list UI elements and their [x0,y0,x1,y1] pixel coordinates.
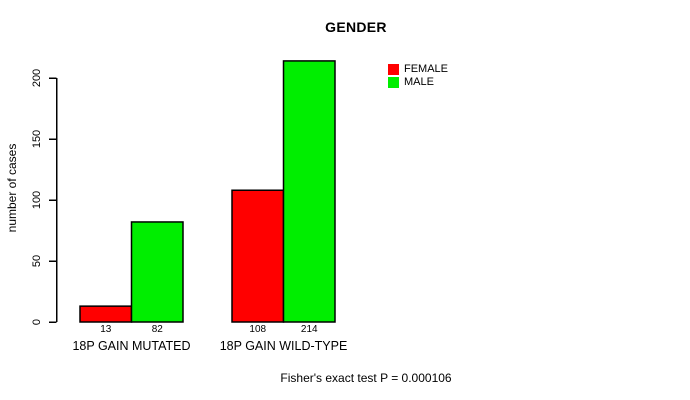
y-tick-label: 0 [31,318,43,326]
bar-value-label: 13 [100,324,112,335]
bar-male [282,60,336,323]
bar-female [79,305,133,323]
legend-swatch [388,64,399,75]
y-tick-label: 100 [31,190,43,210]
legend-item-female: FEMALE [388,63,448,76]
chart-title: GENDER [325,19,387,35]
category-label: 18P GAIN WILD-TYPE [219,339,348,353]
bar-male [130,221,184,323]
y-tick-label: 150 [31,129,43,149]
legend: FEMALE MALE [388,63,448,89]
y-tick-label: 50 [31,254,43,268]
bar-value-label: 108 [249,324,267,335]
y-axis-label: number of cases [5,143,19,233]
y-tick-label: 200 [31,68,43,88]
pvalue-annotation: Fisher's exact test P = 0.000106 [280,371,452,385]
legend-label: MALE [404,76,434,88]
legend-item-male: MALE [388,76,448,89]
legend-swatch [388,77,399,88]
bar-value-label: 82 [151,324,163,335]
legend-label: FEMALE [404,63,449,75]
bar-value-label: 214 [300,324,318,335]
bar-female [231,189,285,323]
category-label: 18P GAIN MUTATED [72,339,191,353]
